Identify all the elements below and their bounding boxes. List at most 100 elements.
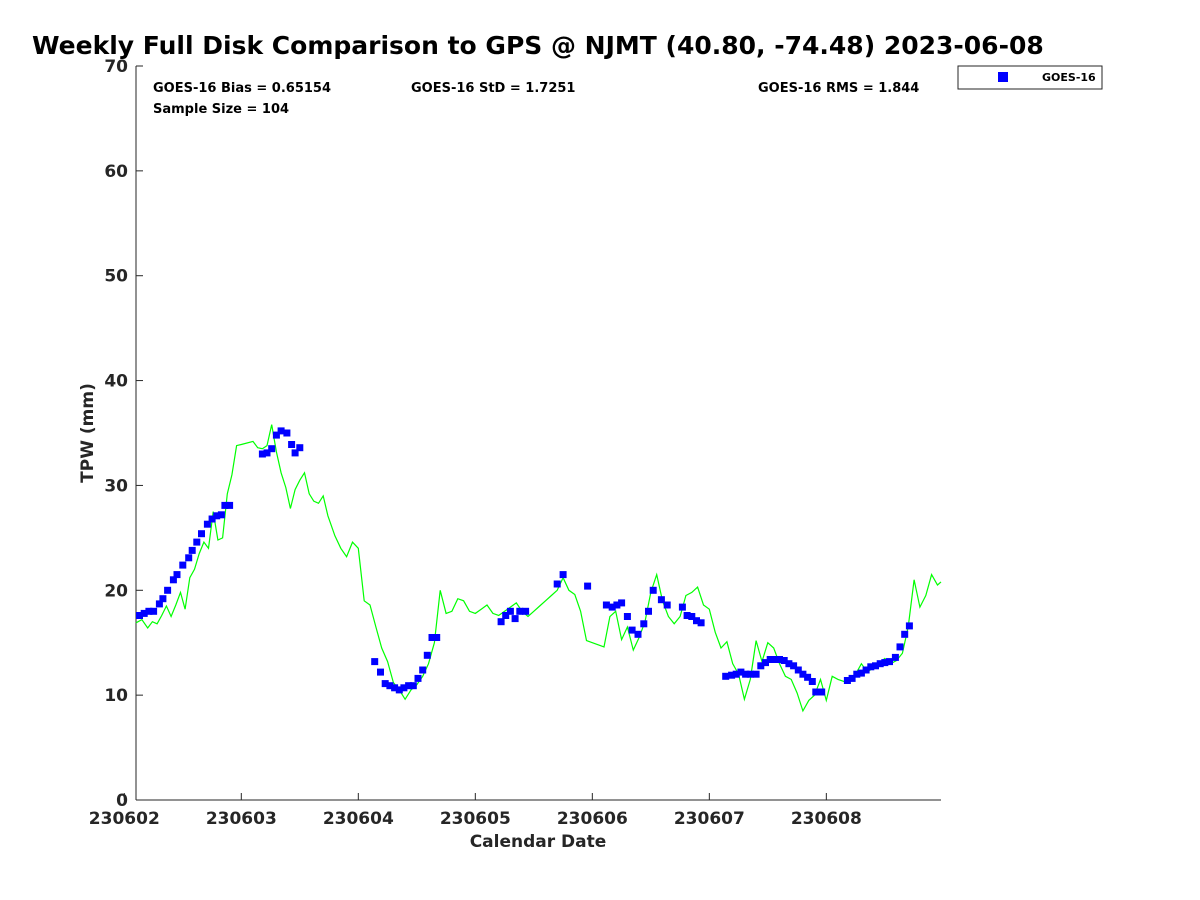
goes16-point	[872, 662, 879, 670]
goes16-point	[169, 576, 177, 584]
goes16-point	[640, 620, 648, 628]
goes16-point	[258, 450, 266, 458]
goes16-point	[853, 670, 861, 678]
x-tick-label: 230608	[791, 809, 862, 829]
goes16-point	[283, 429, 291, 437]
goes16-point	[876, 660, 884, 668]
goes16-point	[678, 603, 686, 611]
goes16-point	[377, 668, 384, 676]
goes16-point	[785, 660, 793, 668]
y-tick-label: 10	[104, 686, 128, 706]
goes16-point	[221, 501, 229, 509]
y-tick-label: 50	[104, 267, 128, 287]
goes16-point	[891, 653, 899, 661]
goes16-point	[136, 612, 143, 619]
goes16-point	[808, 678, 816, 685]
y-tick-label: 60	[104, 162, 128, 182]
goes16-series	[136, 427, 913, 696]
goes16-point	[155, 600, 163, 608]
legend-label-goes16: GOES-16	[1042, 71, 1096, 84]
goes16-point	[602, 601, 610, 609]
goes16-point	[848, 674, 856, 682]
goes16-point	[628, 626, 636, 634]
goes16-point	[737, 668, 745, 676]
goes16-point	[762, 659, 769, 667]
goes16-point	[649, 586, 657, 594]
goes16-point	[371, 658, 379, 666]
goes16-point	[217, 511, 225, 519]
goes16-point	[886, 658, 893, 666]
goes16-point	[812, 688, 820, 696]
goes16-point	[405, 682, 413, 690]
x-axis-label: Calendar Date	[470, 832, 607, 852]
goes16-point	[497, 618, 505, 626]
goes16-point	[794, 666, 802, 674]
goes16-point	[790, 662, 798, 670]
x-tick-label: 230606	[557, 809, 628, 829]
goes16-point	[757, 662, 765, 670]
goes16-point	[506, 607, 514, 615]
goes16-point	[296, 444, 304, 452]
goes16-point	[608, 603, 616, 611]
x-ticks: 230602 230603 230604 230605 230606 230607 2306…	[89, 793, 862, 829]
goes16-point	[804, 673, 812, 681]
goes16-point	[867, 663, 875, 671]
legend-marker-goes16	[998, 72, 1008, 82]
goes16-point	[623, 613, 631, 620]
goes16-point	[203, 520, 211, 528]
goes16-point	[213, 512, 221, 520]
y-tick-label: 20	[104, 581, 128, 601]
goes16-point	[400, 684, 408, 692]
goes16-point	[516, 607, 524, 615]
goes16-point	[697, 619, 705, 627]
stat-sample-size: Sample Size = 104	[153, 102, 289, 117]
goes16-point	[657, 596, 665, 604]
goes16-point	[722, 672, 730, 680]
goes16-point	[584, 582, 592, 590]
stat-bias: GOES-16 Bias = 0.65154	[153, 81, 331, 96]
plot-axes: 0 10 20 30 40 50 60 70 230602 230603 230604 230605…	[89, 57, 941, 829]
goes16-point	[185, 554, 193, 562]
legend: GOES-16	[957, 65, 1103, 90]
goes16-point	[391, 684, 399, 692]
goes16-point	[663, 601, 671, 609]
goes16-point	[683, 612, 691, 619]
goes16-point	[179, 561, 187, 569]
goes16-point	[742, 670, 750, 678]
goes16-point	[502, 612, 510, 619]
goes16-point	[688, 613, 696, 620]
goes16-point	[381, 680, 389, 688]
goes16-point	[553, 580, 561, 588]
goes16-point	[395, 686, 403, 694]
goes16-point	[428, 634, 436, 641]
goes16-point	[559, 571, 567, 579]
goes16-point	[272, 431, 280, 439]
goes16-point	[771, 656, 779, 663]
goes16-point	[522, 607, 530, 615]
y-axis-label: TPW (mm)	[78, 383, 98, 483]
goes16-point	[857, 669, 865, 677]
stat-rms: GOES-16 RMS = 1.844	[758, 81, 919, 96]
goes16-point	[511, 615, 519, 623]
chart-title: Weekly Full Disk Comparison to GPS @ NJM…	[32, 31, 1044, 60]
goes16-point	[150, 607, 158, 615]
goes16-point	[268, 445, 276, 453]
goes16-point	[423, 651, 431, 659]
goes16-point	[776, 656, 783, 663]
goes16-point	[419, 666, 427, 674]
goes16-point	[780, 657, 788, 664]
goes16-point	[766, 656, 774, 663]
goes16-point	[613, 601, 621, 609]
goes16-point	[188, 546, 196, 554]
goes16-point	[164, 586, 172, 594]
goes16-point	[291, 449, 299, 457]
goes16-point	[277, 427, 285, 435]
goes16-point	[386, 682, 394, 690]
goes16-point	[799, 670, 807, 678]
x-tick-label: 230607	[674, 809, 745, 829]
y-tick-label: 70	[104, 57, 128, 77]
y-tick-label: 30	[104, 476, 128, 496]
goes16-point	[263, 449, 271, 457]
goes16-point	[193, 538, 201, 546]
